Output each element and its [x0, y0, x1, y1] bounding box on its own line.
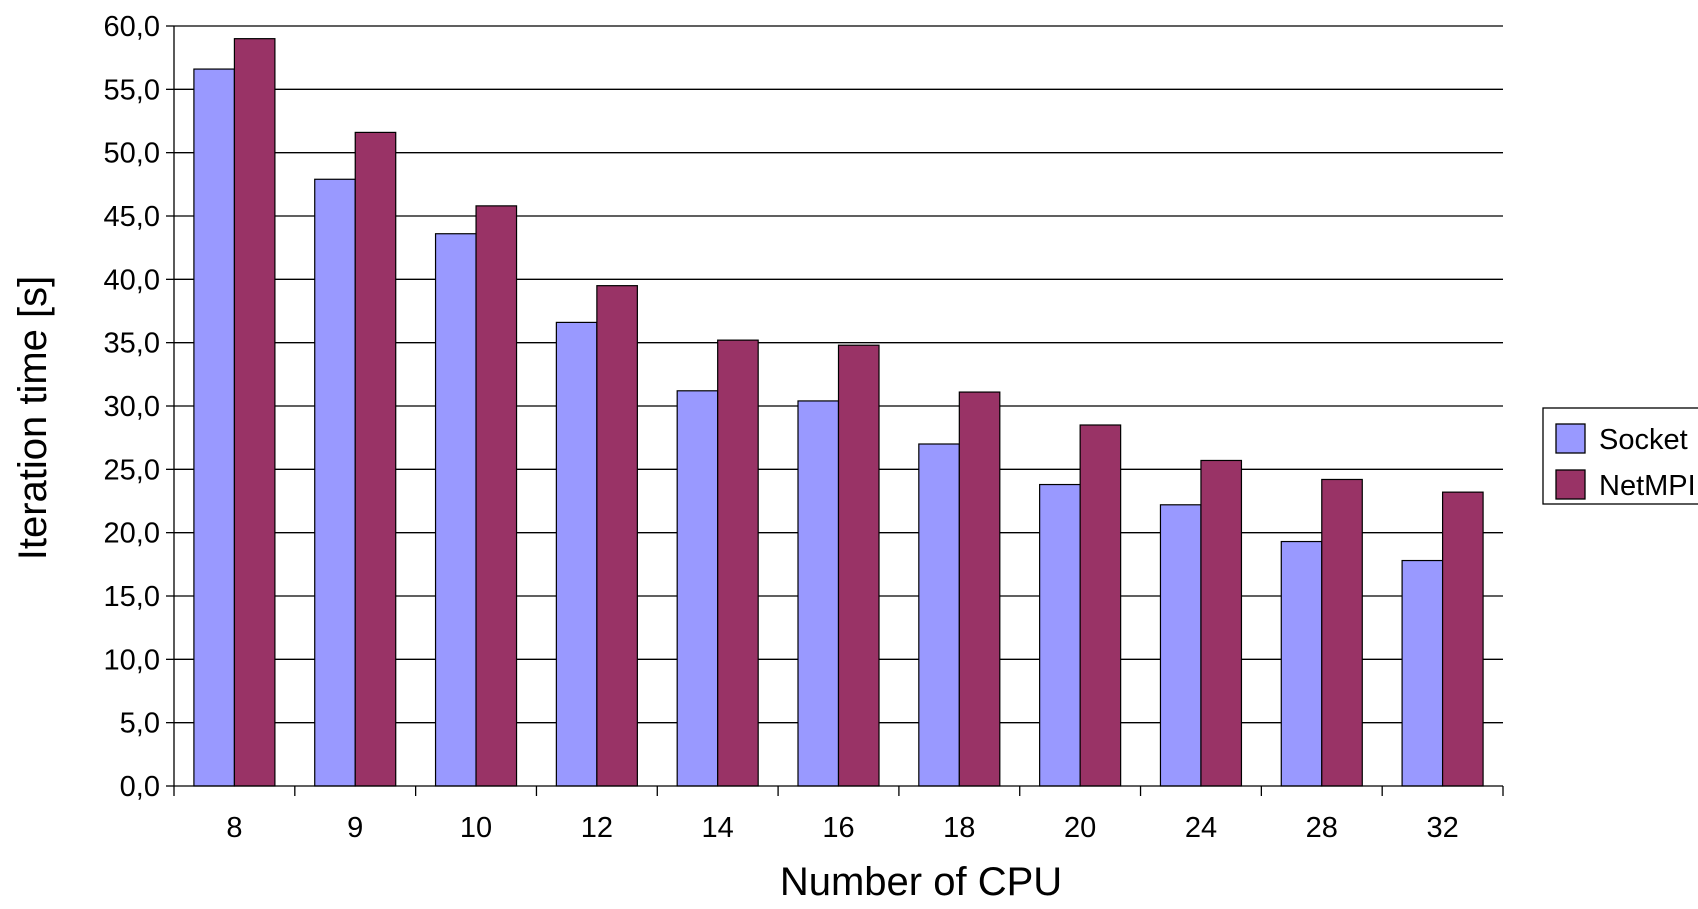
- y-tick-label: 40,0: [104, 264, 160, 296]
- y-tick-label: 50,0: [104, 138, 160, 170]
- bar-netmpi-9: [354, 131, 397, 787]
- bar-socket-16: [797, 400, 840, 787]
- tick-labels: 0,0 5,0 10,0 15,0 20,0 25,0 30,0 35,0 40,0 45,0 50…: [104, 11, 1459, 844]
- axes: [166, 25, 1504, 796]
- bar-socket-14: [676, 390, 719, 787]
- bar-netmpi-18: [958, 391, 1001, 787]
- bar-socket-9: [314, 178, 356, 787]
- y-tick-label: 45,0: [104, 201, 160, 233]
- x-tick-label: 12: [581, 812, 613, 844]
- y-tick-label: 15,0: [104, 581, 160, 613]
- bar-socket-28: [1280, 540, 1323, 787]
- bar-netmpi-28: [1321, 478, 1363, 787]
- y-tick-label: 5,0: [120, 708, 160, 740]
- bars: [193, 38, 1484, 787]
- x-axis-title: Number of CPU: [780, 860, 1062, 904]
- x-tick-label: 14: [702, 812, 734, 844]
- bar-socket-10: [434, 233, 477, 787]
- x-tick-label: 9: [347, 812, 363, 844]
- x-tick-label: 10: [460, 812, 492, 844]
- bar-socket-32: [1401, 559, 1444, 787]
- y-tick-label: 35,0: [104, 328, 160, 360]
- bar-socket-8: [193, 68, 236, 787]
- legend-label-netmpi: NetMPI: [1599, 470, 1696, 502]
- x-tick-label: 16: [822, 812, 854, 844]
- bar-netmpi-10: [475, 205, 518, 787]
- y-tick-label: 0,0: [120, 771, 160, 803]
- bar-netmpi-24: [1200, 459, 1243, 787]
- bar-netmpi-8: [233, 38, 276, 787]
- bar-socket-12: [555, 321, 598, 787]
- bar-netmpi-32: [1441, 491, 1484, 787]
- x-tick-label: 24: [1185, 812, 1217, 844]
- y-tick-label: 60,0: [104, 11, 160, 43]
- bar-netmpi-16: [837, 344, 880, 787]
- y-tick-label: 55,0: [104, 74, 160, 106]
- x-tick-label: 18: [943, 812, 975, 844]
- bar-socket-18: [918, 443, 960, 787]
- bar-socket-24: [1159, 504, 1202, 787]
- x-tick-label: 20: [1064, 812, 1096, 844]
- legend-label-socket: Socket: [1599, 424, 1688, 456]
- legend-swatch-netmpi: [1555, 469, 1586, 500]
- bar-netmpi-20: [1079, 424, 1122, 787]
- y-axis-title: Iteration time [s]: [11, 276, 55, 561]
- bar-socket-20: [1039, 483, 1081, 787]
- x-tick-label: 32: [1426, 812, 1458, 844]
- bar-netmpi-12: [596, 285, 638, 787]
- bar-netmpi-14: [717, 339, 759, 787]
- legend-swatch-socket: [1555, 423, 1586, 454]
- x-tick-label: 28: [1306, 812, 1338, 844]
- y-tick-label: 10,0: [104, 644, 160, 676]
- y-tick-label: 20,0: [104, 518, 160, 550]
- legend: Socket NetMPI: [1542, 407, 1698, 505]
- x-tick-label: 8: [226, 812, 242, 844]
- y-tick-label: 30,0: [104, 391, 160, 423]
- y-tick-label: 25,0: [104, 454, 160, 486]
